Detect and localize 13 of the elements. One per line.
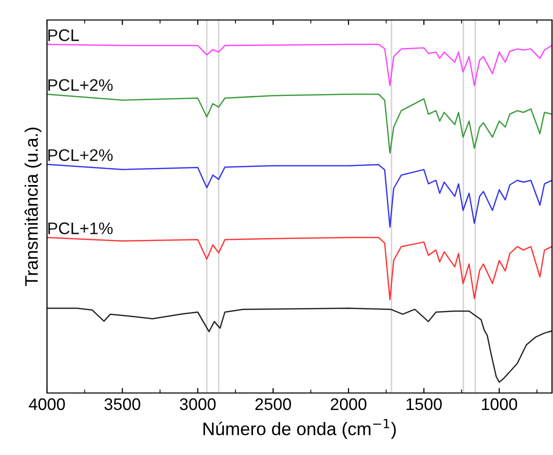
x-tick-label: 3000 [180, 398, 216, 410]
x-tick-label: 2500 [255, 398, 292, 410]
x-tick-label: 1500 [406, 398, 442, 410]
x-tick-label: 2000 [330, 398, 366, 410]
x-tick-label: 4000 [28, 398, 65, 410]
series-label: PCL+1% [48, 222, 113, 234]
y-axis-title: Transmitância (u.a.) [24, 128, 42, 286]
x-tick-label: 1000 [482, 398, 518, 410]
series-label: PCL+2% [48, 149, 113, 162]
series-label: PCL+2% [48, 79, 113, 91]
series-label: PCL [48, 29, 79, 42]
x-axis-title: Número de onda (cm$^{−1}$) [203, 418, 396, 439]
x-tick-label: 3500 [104, 398, 140, 410]
